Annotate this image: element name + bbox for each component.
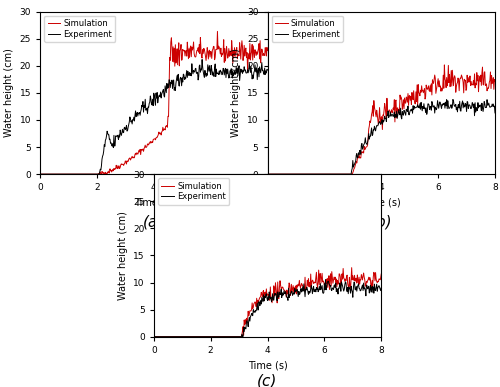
Simulation — [180, 334, 186, 339]
Simulation — [264, 172, 270, 176]
Simulation — [348, 265, 354, 270]
Experiment — [378, 285, 384, 290]
Experiment — [204, 73, 210, 78]
Experiment — [152, 93, 158, 98]
Legend: Simulation, Experiment: Simulation, Experiment — [272, 16, 343, 42]
Simulation — [265, 293, 271, 298]
Line: Experiment: Experiment — [40, 60, 268, 174]
Simulation — [379, 115, 385, 119]
Line: Experiment: Experiment — [154, 280, 382, 337]
Simulation — [442, 63, 448, 67]
Experiment — [265, 295, 271, 299]
Simulation — [264, 48, 270, 53]
Simulation — [431, 77, 437, 81]
Legend: Simulation, Experiment: Simulation, Experiment — [44, 16, 116, 42]
Experiment — [410, 111, 416, 115]
Experiment — [66, 172, 72, 176]
Experiment — [450, 97, 456, 102]
Experiment — [37, 172, 43, 176]
Line: Simulation: Simulation — [268, 65, 495, 174]
Experiment — [346, 172, 352, 176]
Line: Simulation: Simulation — [154, 268, 382, 337]
Experiment — [296, 289, 302, 294]
Experiment — [431, 103, 437, 108]
Legend: Simulation, Experiment: Simulation, Experiment — [158, 178, 229, 205]
Simulation — [346, 172, 352, 176]
Simulation — [214, 29, 220, 34]
Experiment — [151, 334, 157, 339]
Experiment — [379, 117, 385, 122]
Simulation — [294, 172, 300, 176]
Experiment — [232, 334, 238, 339]
Simulation — [389, 110, 395, 115]
Simulation — [204, 52, 210, 57]
Text: (a): (a) — [143, 214, 165, 229]
Text: (b): (b) — [370, 214, 392, 229]
X-axis label: Time (s): Time (s) — [362, 198, 401, 208]
Simulation — [492, 79, 498, 83]
Experiment — [119, 130, 125, 135]
Simulation — [162, 127, 168, 131]
Simulation — [119, 162, 125, 167]
Simulation — [276, 295, 281, 300]
Experiment — [492, 111, 498, 115]
Simulation — [151, 334, 157, 339]
Simulation — [318, 271, 324, 276]
Line: Experiment: Experiment — [268, 99, 495, 174]
Experiment — [389, 112, 395, 116]
Simulation — [232, 334, 238, 339]
Experiment — [294, 172, 300, 176]
Experiment — [276, 295, 281, 300]
Simulation — [296, 283, 302, 288]
Line: Simulation: Simulation — [40, 31, 268, 174]
Experiment — [162, 95, 168, 99]
Experiment — [264, 172, 270, 176]
X-axis label: Time (s): Time (s) — [134, 198, 173, 208]
Experiment — [180, 334, 186, 339]
Y-axis label: Water height (cm): Water height (cm) — [232, 48, 241, 137]
Experiment — [264, 68, 270, 72]
Simulation — [152, 137, 158, 141]
Y-axis label: Water height (cm): Water height (cm) — [118, 211, 128, 300]
Experiment — [322, 277, 328, 282]
Experiment — [318, 281, 324, 286]
Y-axis label: Water height (cm): Water height (cm) — [4, 48, 14, 137]
Experiment — [182, 75, 188, 80]
X-axis label: Time (s): Time (s) — [248, 360, 288, 370]
Simulation — [37, 172, 43, 176]
Simulation — [378, 272, 384, 276]
Simulation — [66, 172, 72, 176]
Text: (c): (c) — [258, 373, 278, 387]
Experiment — [199, 57, 205, 62]
Simulation — [182, 54, 188, 58]
Simulation — [410, 96, 416, 101]
